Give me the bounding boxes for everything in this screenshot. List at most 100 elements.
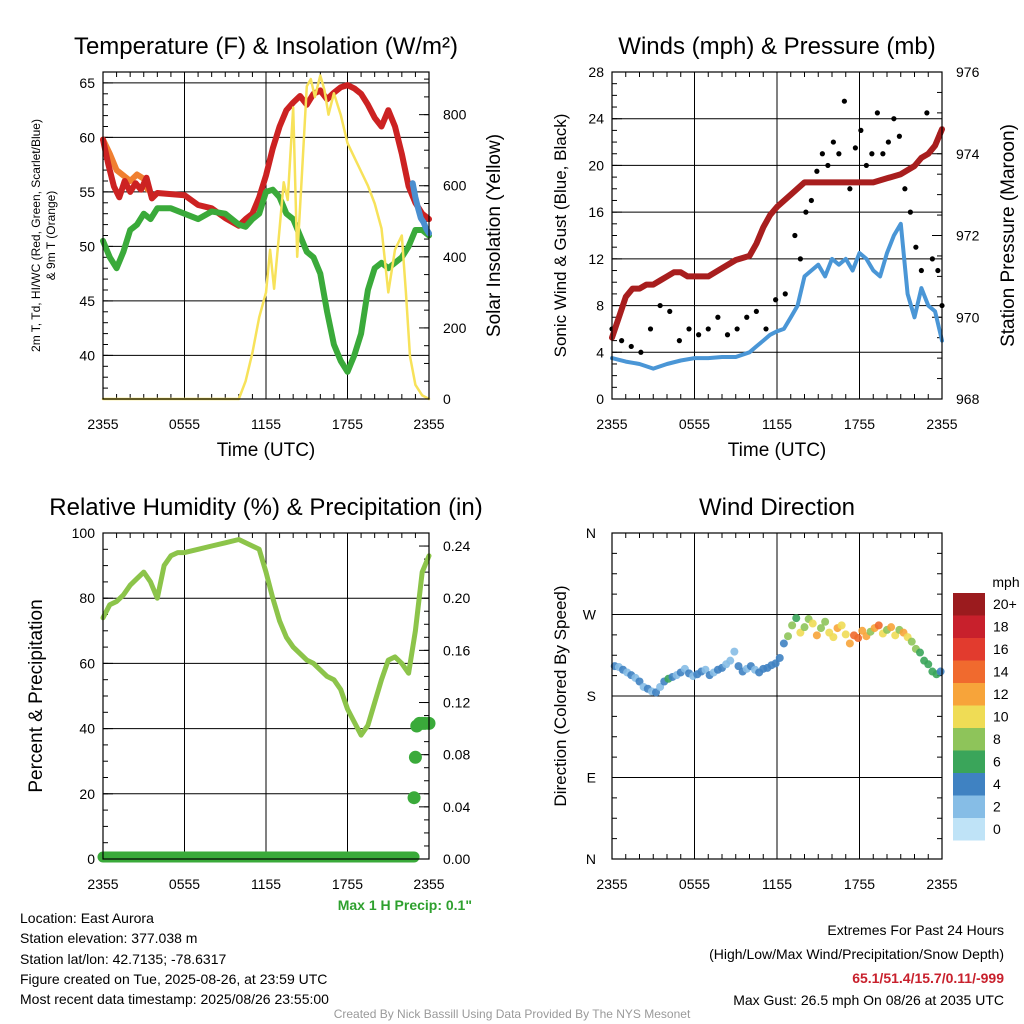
x-tick-label: 2355 <box>926 416 957 432</box>
x-tick-label: 1155 <box>251 416 281 432</box>
wind-title: Winds (mph) & Pressure (mb) <box>618 33 935 60</box>
legend-label: 0 <box>993 821 1001 837</box>
max-precip-label: Max 1 H Precip: 0.1" <box>337 897 472 913</box>
gust-point <box>676 338 682 344</box>
legend-swatch <box>953 615 985 638</box>
legend-swatch <box>953 750 985 773</box>
y-tick-label: 65 <box>79 75 95 91</box>
gust-point <box>619 338 625 344</box>
y2-tick-label: 0.08 <box>443 747 470 763</box>
y2-tick-label: 968 <box>956 391 980 407</box>
gust-point <box>902 186 908 192</box>
direction-point <box>779 639 788 648</box>
wind-panel: 2355 0555 1155 1755 2355 0 4 8 12 16 20 24 28 968 970 9… <box>551 33 1019 461</box>
direction-point <box>652 688 660 697</box>
legend-label: 16 <box>993 641 1009 657</box>
series-9m-t <box>100 136 151 193</box>
direction-point <box>891 631 900 640</box>
direction-point <box>829 633 838 642</box>
max-gust-text: Max Gust: 26.5 mph On 08/26 at 2035 UTC <box>733 992 1004 1008</box>
dir-ylabel-left: Direction (Colored By Speed) <box>551 585 570 806</box>
wind-ylabel-left: Sonic Wind & Gust (Blue, Black) <box>551 114 570 358</box>
x-tick-label: 2355 <box>413 416 444 432</box>
y-tick-label: 40 <box>79 721 95 737</box>
x-tick-label: 2355 <box>87 876 118 892</box>
gust-point <box>841 98 847 104</box>
legend-swatch <box>953 795 985 818</box>
latlon-text: Station lat/lon: 42.7135; -78.6317 <box>20 950 227 967</box>
gust-point <box>924 110 930 116</box>
legend-swatch <box>953 660 985 683</box>
legend-label: 14 <box>993 664 1009 680</box>
direction-point <box>734 662 743 671</box>
x-tick-label: 2355 <box>87 416 118 432</box>
legend-swatch <box>953 728 985 751</box>
x-tick-label: 0555 <box>679 416 710 432</box>
plot-border <box>611 71 943 400</box>
gust-point <box>734 326 740 332</box>
x-tick-label: 1755 <box>332 876 363 892</box>
gust-point <box>907 209 913 215</box>
series-solar <box>101 74 431 401</box>
y-tick-label: N <box>586 525 596 541</box>
extremes-values: 65.1/51.4/15.7/0.11/-999 <box>852 970 1004 986</box>
gust-point <box>929 256 935 262</box>
gust-point <box>847 186 853 192</box>
legend-label: 12 <box>993 686 1009 702</box>
direction-point <box>874 621 883 630</box>
y-tick-label: 60 <box>79 655 95 671</box>
extremes-info: Extremes For Past 24 Hours (High/Low/Max… <box>709 918 1004 1010</box>
dir-title: Wind Direction <box>699 494 855 521</box>
legend-swatch <box>953 818 985 841</box>
series-td <box>100 186 432 375</box>
direction-point <box>775 653 784 662</box>
wind-ylabel-right: Station Pressure (Maroon) <box>998 124 1019 347</box>
y2-tick-label: 0.12 <box>443 695 470 711</box>
direction-point <box>854 634 863 643</box>
recent-text: Most recent data timestamp: 2025/08/26 2… <box>20 991 329 1008</box>
precip-point <box>408 750 422 764</box>
gust-point <box>913 244 919 250</box>
gust-point <box>763 326 769 332</box>
x-tick-label: 1755 <box>844 876 875 892</box>
legend-swatch <box>953 683 985 706</box>
x-tick-label: 1755 <box>844 416 875 432</box>
gust-point <box>744 314 750 320</box>
gust-point <box>715 314 721 320</box>
gust-point <box>825 162 831 169</box>
x-tick-label: 1755 <box>332 416 363 432</box>
direction-point <box>784 632 792 641</box>
elevation-text: Station elevation: 377.038 m <box>20 930 198 947</box>
y-tick-label: E <box>587 770 596 786</box>
x-tick-label: 1155 <box>762 876 792 892</box>
temp-xlabel: Time (UTC) <box>217 440 316 461</box>
x-tick-label: 0555 <box>679 876 710 892</box>
rh-ylabel-left: Percent & Precipitation <box>26 599 47 792</box>
temp-ylabel-1: 2m T, Td, HI/WC (Red, Green, Scarlet/Blu… <box>29 119 43 352</box>
gust-point <box>819 151 825 157</box>
gust-point <box>863 162 869 169</box>
y2-tick-label: 974 <box>956 146 980 162</box>
gust-point <box>808 197 814 204</box>
gust-point <box>657 302 663 309</box>
y-tick-label: 8 <box>596 298 604 314</box>
series-sonic-wind <box>610 221 944 371</box>
precip-point <box>407 791 421 805</box>
gust-point <box>918 267 924 274</box>
legend-label: 6 <box>993 754 1001 770</box>
legend-label: 8 <box>993 731 1001 747</box>
wind-xlabel: Time (UTC) <box>728 440 827 461</box>
gust-point <box>896 133 902 139</box>
y2-tick-label: 0.20 <box>443 590 470 606</box>
gust-point <box>647 326 654 332</box>
y-tick-label: 20 <box>79 786 95 802</box>
y2-tick-label: 976 <box>956 64 980 80</box>
direction-point <box>701 665 710 674</box>
x-tick-label: 0555 <box>169 416 200 432</box>
rh-title: Relative Humidity (%) & Precipitation (i… <box>49 494 482 521</box>
x-tick-label: 2355 <box>926 876 957 892</box>
y2-tick-label: 972 <box>956 228 980 244</box>
direction-point <box>730 647 739 656</box>
y-tick-label: 28 <box>588 64 604 80</box>
